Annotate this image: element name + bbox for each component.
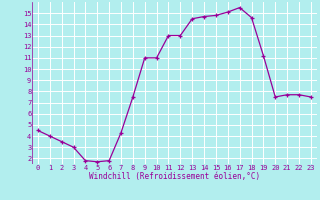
X-axis label: Windchill (Refroidissement éolien,°C): Windchill (Refroidissement éolien,°C) — [89, 172, 260, 181]
